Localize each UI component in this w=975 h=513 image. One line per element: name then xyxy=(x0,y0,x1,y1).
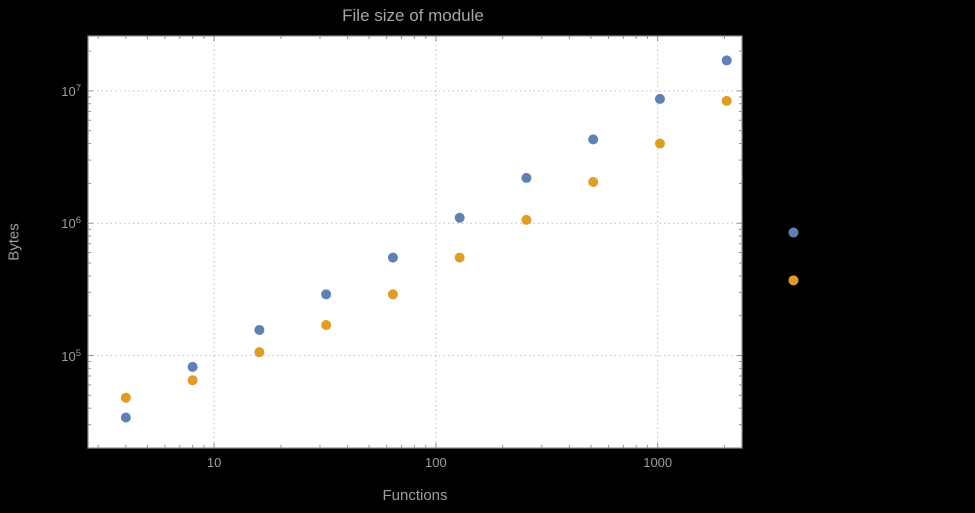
data-point-orange xyxy=(588,176,599,187)
data-point-orange xyxy=(254,347,265,358)
y-axis-label: Bytes xyxy=(5,223,23,261)
data-point-orange xyxy=(721,95,732,106)
data-point-blue xyxy=(654,93,665,104)
y-tick-label: 107 xyxy=(61,82,81,100)
y-tick-label: 105 xyxy=(61,347,81,364)
data-point-orange xyxy=(387,289,398,300)
data-point-blue xyxy=(254,324,265,335)
data-point-blue xyxy=(120,412,131,423)
data-point-blue xyxy=(454,212,465,223)
chart-title: File size of module xyxy=(342,6,484,25)
data-point-blue xyxy=(387,252,398,263)
data-point-blue xyxy=(187,361,198,372)
data-point-blue xyxy=(588,134,599,145)
plot-frame xyxy=(87,35,743,449)
data-point-orange xyxy=(521,214,532,225)
y-tick-label: 106 xyxy=(61,215,81,232)
x-axis-label: Functions xyxy=(382,487,448,504)
x-tick-label: 100 xyxy=(425,455,447,470)
data-point-orange xyxy=(654,138,665,149)
data-point-orange xyxy=(321,320,332,331)
data-point-blue xyxy=(521,172,532,183)
data-point-orange xyxy=(120,392,131,403)
data-point-orange xyxy=(454,252,465,263)
x-tick-label: 10 xyxy=(206,455,222,470)
x-tick-label: 1000 xyxy=(643,455,673,470)
data-point-blue xyxy=(788,227,799,238)
data-point-blue xyxy=(721,55,732,66)
plot-background xyxy=(88,36,742,448)
data-point-orange xyxy=(187,375,198,386)
data-point-orange xyxy=(788,275,799,286)
data-point-blue xyxy=(321,289,332,300)
